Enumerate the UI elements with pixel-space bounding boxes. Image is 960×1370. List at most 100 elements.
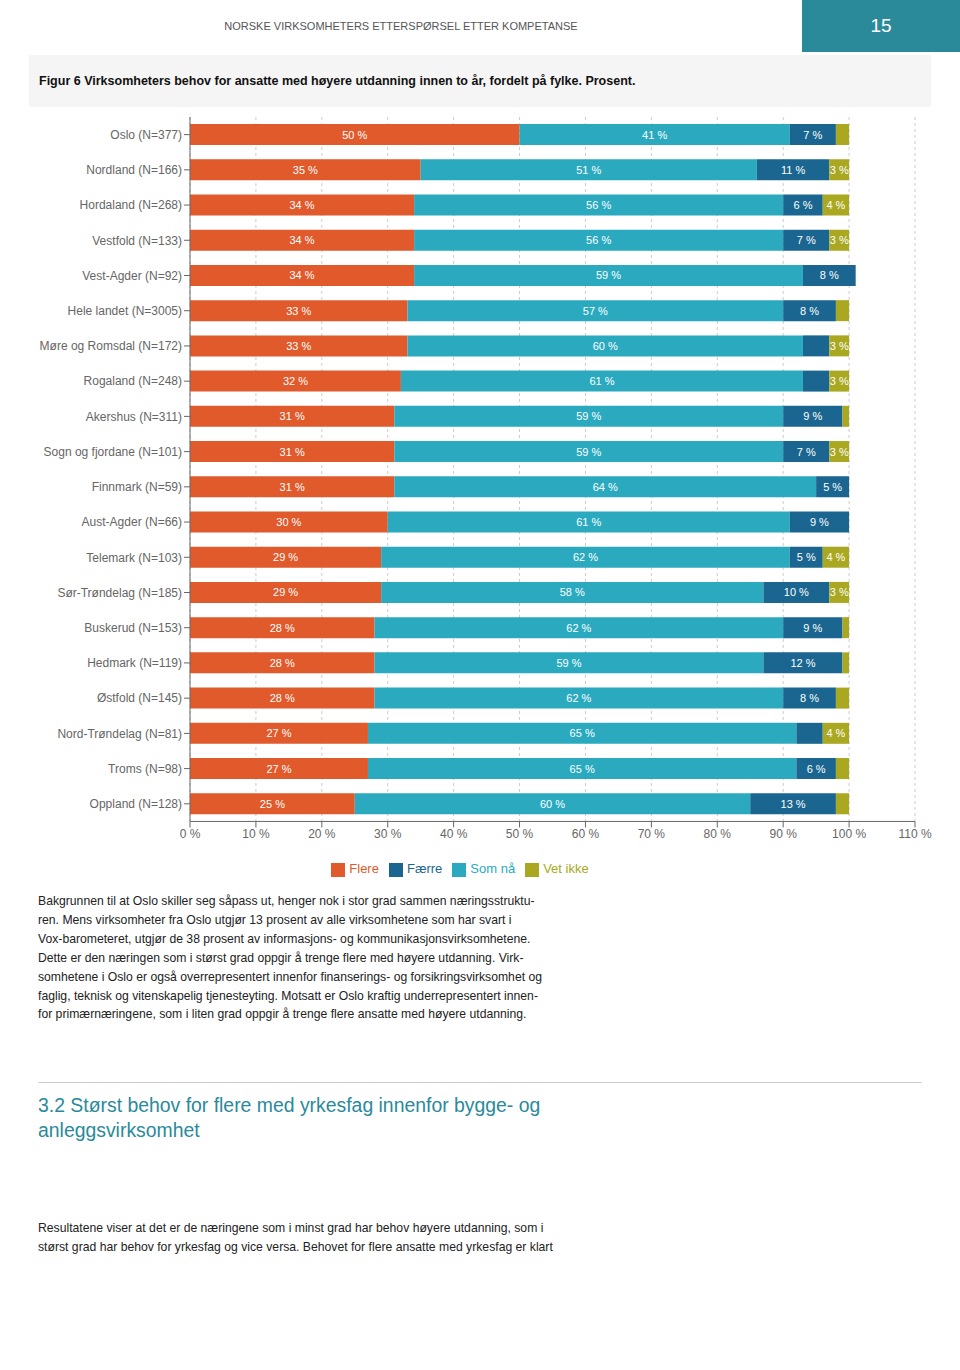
- svg-text:59 %: 59 %: [576, 446, 601, 458]
- svg-text:59 %: 59 %: [596, 269, 621, 281]
- svg-text:0 %: 0 %: [180, 827, 201, 841]
- svg-text:100 %: 100 %: [832, 827, 866, 841]
- svg-text:33 %: 33 %: [286, 305, 311, 317]
- svg-text:Oslo (N=377): Oslo (N=377): [110, 128, 182, 142]
- svg-text:56 %: 56 %: [586, 234, 611, 246]
- svg-text:8 %: 8 %: [800, 692, 819, 704]
- svg-text:40 %: 40 %: [440, 827, 468, 841]
- svg-text:10 %: 10 %: [242, 827, 270, 841]
- svg-text:10 %: 10 %: [784, 586, 809, 598]
- svg-text:Østfold (N=145): Østfold (N=145): [97, 691, 182, 705]
- svg-text:4 %: 4 %: [826, 727, 845, 739]
- svg-text:Telemark (N=103): Telemark (N=103): [86, 551, 182, 565]
- svg-text:7 %: 7 %: [803, 129, 822, 141]
- svg-text:8 %: 8 %: [820, 269, 839, 281]
- svg-text:13 %: 13 %: [781, 798, 806, 810]
- svg-text:32 %: 32 %: [283, 375, 308, 387]
- svg-text:90 %: 90 %: [770, 827, 798, 841]
- svg-text:64 %: 64 %: [593, 481, 618, 493]
- svg-text:11 %: 11 %: [781, 164, 805, 176]
- svg-text:61 %: 61 %: [576, 516, 601, 528]
- svg-text:6 %: 6 %: [807, 763, 826, 775]
- svg-text:9 %: 9 %: [810, 516, 829, 528]
- svg-text:5 %: 5 %: [797, 551, 816, 563]
- svg-text:20 %: 20 %: [308, 827, 336, 841]
- svg-text:Møre og Romsdal (N=172): Møre og Romsdal (N=172): [40, 339, 182, 353]
- svg-text:62 %: 62 %: [566, 622, 591, 634]
- svg-text:60 %: 60 %: [572, 827, 600, 841]
- svg-text:28 %: 28 %: [270, 657, 295, 669]
- svg-text:Rogaland (N=248): Rogaland (N=248): [84, 374, 182, 388]
- svg-text:62 %: 62 %: [573, 551, 598, 563]
- svg-text:Vest-Agder (N=92): Vest-Agder (N=92): [82, 269, 182, 283]
- svg-text:61 %: 61 %: [589, 375, 614, 387]
- svg-text:31 %: 31 %: [280, 410, 305, 422]
- svg-text:58 %: 58 %: [560, 586, 585, 598]
- svg-text:34 %: 34 %: [290, 234, 315, 246]
- svg-text:28 %: 28 %: [270, 622, 295, 634]
- svg-text:9 %: 9 %: [803, 410, 822, 422]
- svg-text:60 %: 60 %: [593, 340, 618, 352]
- svg-text:5 %: 5 %: [823, 481, 842, 493]
- svg-text:Hele landet (N=3005): Hele landet (N=3005): [68, 304, 182, 318]
- svg-text:29 %: 29 %: [273, 551, 298, 563]
- svg-text:50 %: 50 %: [342, 129, 367, 141]
- svg-text:27 %: 27 %: [266, 727, 291, 739]
- svg-text:4 %: 4 %: [826, 199, 845, 211]
- svg-text:8 %: 8 %: [800, 305, 819, 317]
- svg-text:Hordaland (N=268): Hordaland (N=268): [80, 198, 182, 212]
- svg-text:30 %: 30 %: [276, 516, 301, 528]
- svg-text:34 %: 34 %: [290, 269, 315, 281]
- svg-text:41 %: 41 %: [642, 129, 667, 141]
- svg-text:62 %: 62 %: [566, 692, 591, 704]
- svg-text:30 %: 30 %: [374, 827, 402, 841]
- svg-text:9 %: 9 %: [803, 622, 822, 634]
- svg-text:65 %: 65 %: [570, 727, 595, 739]
- svg-text:29 %: 29 %: [273, 586, 298, 598]
- svg-text:65 %: 65 %: [570, 763, 595, 775]
- svg-text:Akershus (N=311): Akershus (N=311): [86, 410, 182, 424]
- svg-text:7 %: 7 %: [797, 446, 816, 458]
- svg-text:6 %: 6 %: [793, 199, 812, 211]
- svg-text:Sør-Trøndelag (N=185): Sør-Trøndelag (N=185): [57, 586, 182, 600]
- svg-text:34 %: 34 %: [290, 199, 315, 211]
- svg-text:Buskerud (N=153): Buskerud (N=153): [84, 621, 182, 635]
- svg-text:59 %: 59 %: [556, 657, 581, 669]
- svg-text:31 %: 31 %: [280, 446, 305, 458]
- svg-text:57 %: 57 %: [583, 305, 608, 317]
- html-text:3.2 Størst behov for flere med: 3.2 Størst behov for flere med yrkesfag …: [38, 1094, 541, 1116]
- svg-text:3 %: 3 %: [830, 234, 849, 246]
- svg-text:Finnmark (N=59): Finnmark (N=59): [92, 480, 182, 494]
- svg-text:4 %: 4 %: [826, 551, 845, 563]
- svg-text:59 %: 59 %: [576, 410, 601, 422]
- svg-text:110 %: 110 %: [898, 827, 931, 841]
- svg-text:80 %: 80 %: [704, 827, 732, 841]
- svg-text:3 %: 3 %: [830, 340, 849, 352]
- svg-text:Vestfold (N=133): Vestfold (N=133): [92, 234, 182, 248]
- svg-text:50 %: 50 %: [506, 827, 534, 841]
- svg-text:60 %: 60 %: [540, 798, 565, 810]
- svg-text:56 %: 56 %: [586, 199, 611, 211]
- svg-text:25 %: 25 %: [260, 798, 285, 810]
- svg-text:3 %: 3 %: [830, 446, 849, 458]
- svg-text:7 %: 7 %: [797, 234, 816, 246]
- svg-text:Nordland (N=166): Nordland (N=166): [86, 163, 182, 177]
- svg-text:35 %: 35 %: [293, 164, 318, 176]
- svg-text:Aust-Agder (N=66): Aust-Agder (N=66): [82, 515, 182, 529]
- svg-text:3 %: 3 %: [830, 586, 849, 598]
- svg-text:51 %: 51 %: [576, 164, 601, 176]
- svg-text:70 %: 70 %: [638, 827, 666, 841]
- svg-text:12 %: 12 %: [790, 657, 815, 669]
- svg-text:Troms (N=98): Troms (N=98): [108, 762, 182, 776]
- svg-text:Sogn og fjordane (N=101): Sogn og fjordane (N=101): [44, 445, 182, 459]
- svg-text:33 %: 33 %: [286, 340, 311, 352]
- svg-text:3 %: 3 %: [830, 164, 849, 176]
- svg-text:Nord-Trøndelag (N=81): Nord-Trøndelag (N=81): [57, 727, 182, 741]
- svg-text:Oppland (N=128): Oppland (N=128): [90, 797, 182, 811]
- svg-text:Hedmark (N=119): Hedmark (N=119): [87, 656, 182, 670]
- svg-text:31 %: 31 %: [280, 481, 305, 493]
- svg-text:3 %: 3 %: [830, 375, 849, 387]
- svg-text:28 %: 28 %: [270, 692, 295, 704]
- svg-text:27 %: 27 %: [266, 763, 291, 775]
- html-text:anleggsvirksomhet: anleggsvirksomhet: [38, 1119, 200, 1142]
